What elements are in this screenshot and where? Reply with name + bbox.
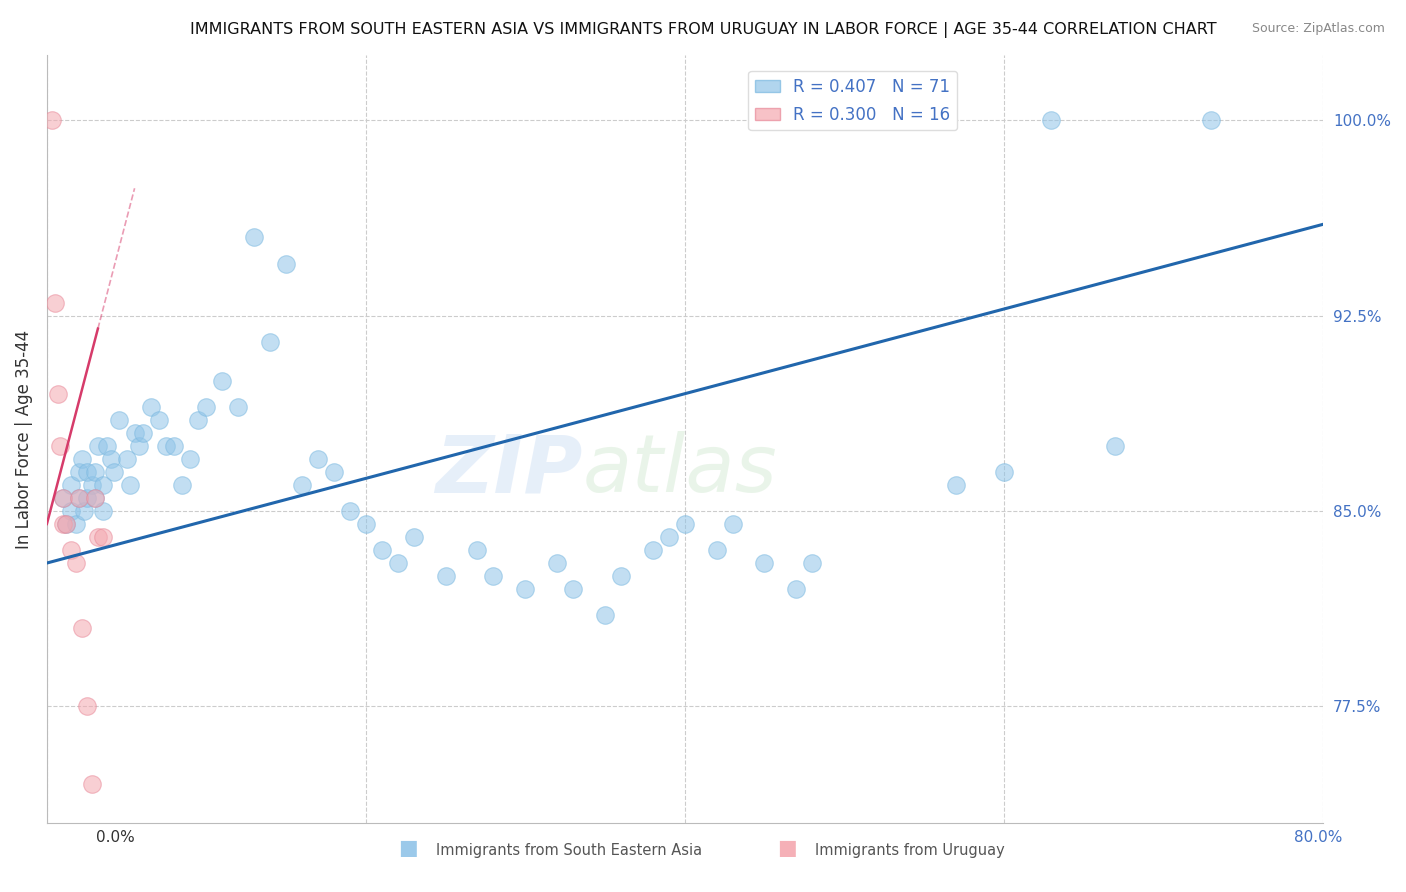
Point (115, 451, 138, 466)
Point (1199, 113, 1222, 128)
Point (307, 451, 329, 466)
Point (83, 491, 105, 505)
Point (610, 569, 633, 583)
Point (546, 556, 568, 570)
Point (832, 113, 855, 128)
Point (70, 621, 93, 635)
Point (339, 504, 361, 518)
Point (59, 478, 82, 492)
Point (945, 478, 967, 492)
Point (96, 439, 118, 453)
Point (754, 556, 776, 570)
Point (91, 478, 114, 492)
Point (243, 230, 266, 244)
Text: 80.0%: 80.0% (1295, 830, 1343, 845)
Point (291, 478, 314, 492)
Point (67, 491, 90, 505)
Point (52, 491, 75, 505)
Point (148, 413, 170, 427)
Point (118, 478, 141, 492)
Point (865, 113, 887, 128)
Y-axis label: In Labor Force | Age 35-44: In Labor Force | Age 35-44 (15, 330, 32, 549)
Point (52, 516, 75, 531)
Point (187, 413, 209, 427)
Point (673, 516, 696, 531)
Point (467, 543, 489, 558)
Point (1040, 113, 1063, 128)
Point (76, 699, 98, 714)
Point (172, 478, 194, 492)
Point (76, 465, 98, 479)
Point (274, 256, 297, 270)
Point (721, 516, 744, 531)
Point (993, 465, 1015, 479)
Point (371, 543, 394, 558)
Point (100, 451, 122, 466)
Point (72, 504, 94, 518)
Point (658, 530, 681, 544)
Point (354, 516, 377, 531)
Point (59, 543, 82, 558)
Point (641, 543, 664, 558)
Point (139, 400, 162, 414)
Text: IMMIGRANTS FROM SOUTH EASTERN ASIA VS IMMIGRANTS FROM URUGUAY IN LABOR FORCE | A: IMMIGRANTS FROM SOUTH EASTERN ASIA VS IM… (190, 22, 1216, 38)
Text: atlas: atlas (582, 431, 778, 509)
Point (83, 491, 105, 505)
Point (52, 491, 75, 505)
Point (65, 516, 87, 531)
Point (80, 478, 103, 492)
Point (46, 386, 69, 401)
Point (912, 113, 935, 128)
Point (322, 465, 344, 479)
Point (434, 569, 457, 583)
Point (41, 113, 63, 128)
Point (91, 530, 114, 544)
Point (163, 439, 186, 453)
Point (1104, 439, 1126, 453)
Point (402, 530, 425, 544)
Text: ZIP: ZIP (436, 431, 582, 509)
Point (482, 569, 505, 583)
Point (67, 465, 90, 479)
Point (259, 334, 281, 349)
Text: Immigrants from South Eastern Asia: Immigrants from South Eastern Asia (436, 843, 702, 858)
Point (155, 439, 177, 453)
Point (67, 491, 90, 505)
Point (195, 400, 218, 414)
Point (59, 504, 82, 518)
Point (91, 504, 114, 518)
Point (55, 516, 77, 531)
Legend: R = 0.407   N = 71, R = 0.300   N = 16: R = 0.407 N = 71, R = 0.300 N = 16 (748, 71, 957, 130)
Point (562, 582, 585, 596)
Text: Immigrants from Uruguay: Immigrants from Uruguay (815, 843, 1005, 858)
Point (226, 400, 249, 414)
Point (103, 465, 125, 479)
Text: ■: ■ (778, 838, 797, 858)
Point (44, 295, 66, 310)
Point (131, 425, 153, 440)
Point (706, 543, 728, 558)
Point (80, 777, 103, 791)
Point (83, 465, 105, 479)
Point (801, 556, 824, 570)
Point (179, 451, 201, 466)
Point (76, 491, 98, 505)
Text: 0.0%: 0.0% (96, 830, 135, 845)
Point (593, 608, 616, 623)
Point (48, 439, 70, 453)
Point (387, 556, 409, 570)
Point (70, 451, 93, 466)
Point (128, 439, 150, 453)
Point (55, 516, 77, 531)
Point (785, 582, 807, 596)
Point (211, 374, 233, 388)
Point (107, 413, 129, 427)
Text: ■: ■ (398, 838, 418, 858)
Point (515, 582, 537, 596)
Point (87, 439, 110, 453)
Text: Source: ZipAtlas.com: Source: ZipAtlas.com (1251, 22, 1385, 36)
Point (65, 556, 87, 570)
Point (87, 530, 110, 544)
Point (124, 425, 146, 440)
